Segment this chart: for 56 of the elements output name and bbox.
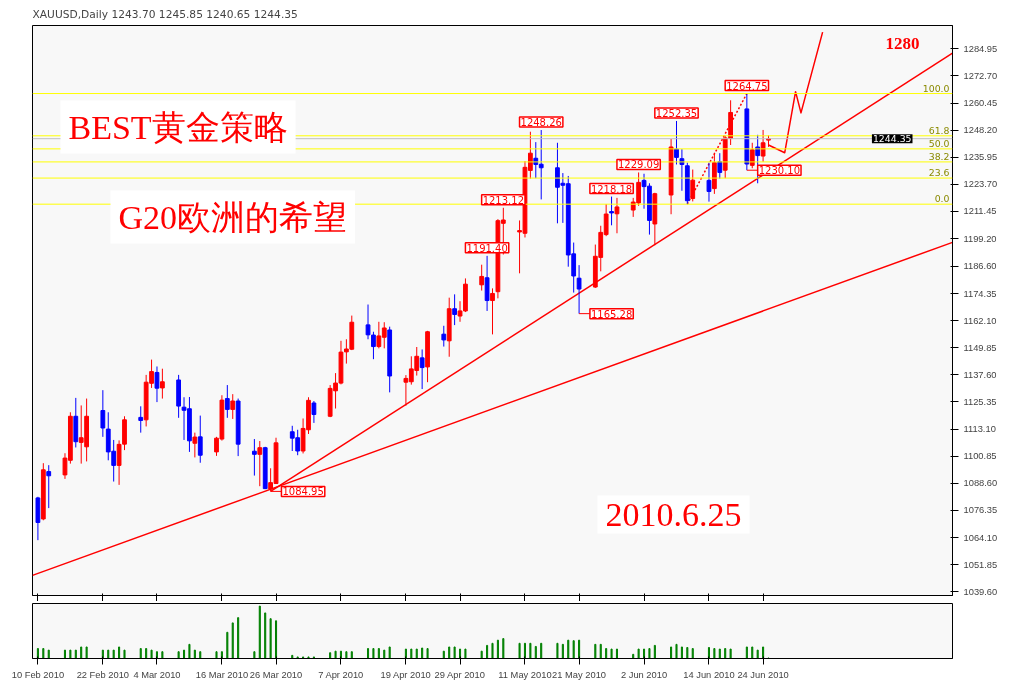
y-tick-label: 1076.35 xyxy=(963,505,998,516)
annotation: 1084.95 xyxy=(282,486,324,498)
y-tick-label: 1248.20 xyxy=(963,125,998,136)
ref-line-label: 61.8 xyxy=(928,124,950,136)
annotation: 1213.12 xyxy=(482,194,525,206)
annotation: 1264.75 xyxy=(726,80,768,92)
y-tick-label: 1088.60 xyxy=(963,478,998,489)
y-tick-label: 1100.85 xyxy=(963,451,997,462)
ref-line-label: 23.6 xyxy=(928,167,950,179)
annotation: BEST黄金策略 xyxy=(68,108,288,146)
y-tick-label: 1162.10 xyxy=(963,315,997,326)
y-tick-label: 1199.20 xyxy=(963,233,997,244)
x-tick-label: 14 Jun 2010 xyxy=(683,669,735,680)
ref-line-label: 100.0 xyxy=(922,82,950,94)
x-tick-label: 10 Feb 2010 xyxy=(11,669,65,680)
y-tick-label: 1260.45 xyxy=(963,98,998,109)
annotation: 1230.10 xyxy=(758,165,801,177)
ref-line-label: 1244.35 xyxy=(872,133,912,145)
y-tick-label: 1211.45 xyxy=(963,206,997,217)
annotation: 1252.35 xyxy=(655,107,698,119)
y-tick-label: 1125.35 xyxy=(963,397,997,407)
x-tick-label: 16 Mar 2010 xyxy=(195,669,249,680)
y-tick-label: 1223.70 xyxy=(963,179,998,190)
y-tick-label: 1284.95 xyxy=(963,43,998,54)
ref-line-label: 38.2 xyxy=(928,150,950,162)
y-tick-label: 1039.60 xyxy=(963,586,998,597)
y-tick-label: 1149.85 xyxy=(963,342,997,353)
annotation: 2010.6.25 xyxy=(605,495,742,533)
x-tick-label: 19 Apr 2010 xyxy=(380,669,431,680)
y-tick-label: 1174.35 xyxy=(963,288,997,299)
x-tick-label: 2 Jun 2010 xyxy=(620,669,668,680)
x-tick-label: 29 Apr 2010 xyxy=(434,669,485,680)
y-tick-label: 1113.10 xyxy=(963,424,996,435)
x-tick-label: 4 Mar 2010 xyxy=(133,669,181,680)
annotation: 1218.18 xyxy=(590,183,633,195)
annotation: 1191.40 xyxy=(466,242,508,254)
annotation: G20欧洲的希望 xyxy=(118,198,348,236)
x-tick-label: 24 Jun 2010 xyxy=(737,669,789,680)
annotation: 1248.26 xyxy=(520,117,562,129)
chart-title: XAUUSD,Daily 1243.70 1245.85 1240.65 1244.35 xyxy=(32,7,298,21)
ref-line-label: 0.0 xyxy=(934,193,950,205)
x-tick-label: 7 Apr 2010 xyxy=(318,669,364,680)
y-tick-label: 1064.10 xyxy=(963,532,998,543)
x-tick-label: 26 Mar 2010 xyxy=(249,669,303,680)
annotation: 1280 xyxy=(885,33,920,53)
y-tick-label: 1235.95 xyxy=(963,152,998,163)
y-tick-label: 1186.60 xyxy=(963,261,997,272)
y-tick-label: 1272.70 xyxy=(963,70,998,81)
annotation: 1165.28 xyxy=(590,308,633,320)
x-tick-label: 22 Feb 2010 xyxy=(76,669,130,680)
y-tick-label: 1051.85 xyxy=(963,559,998,570)
annotation: 1229.09 xyxy=(617,159,660,171)
ref-line-label: 50.0 xyxy=(928,137,950,149)
x-tick-label: 11 May 2010 xyxy=(498,669,552,680)
y-tick-label: 1137.60 xyxy=(963,369,997,380)
x-tick-label: 21 May 2010 xyxy=(552,669,607,680)
